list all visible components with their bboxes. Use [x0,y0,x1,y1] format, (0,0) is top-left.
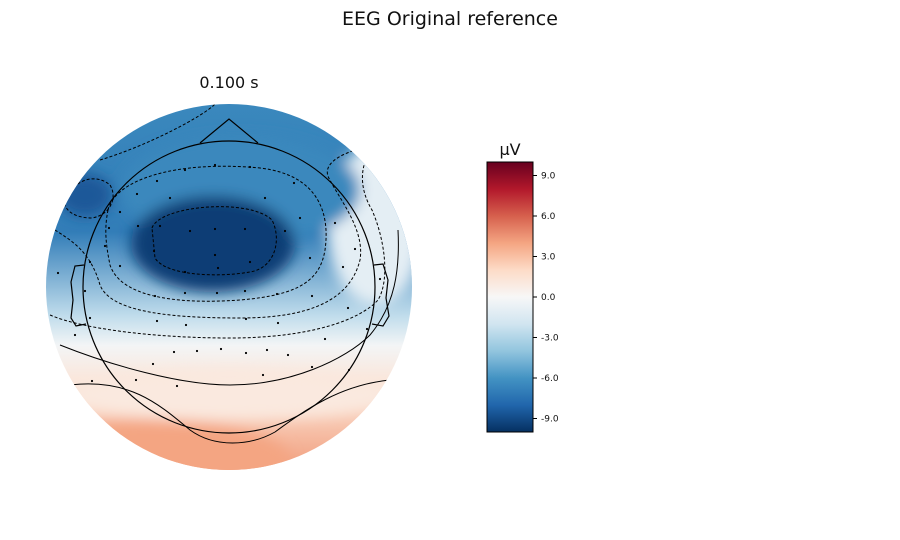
contour-line [59,229,399,386]
sensor-dot [153,294,157,298]
sensor-dot [103,244,107,248]
sensor-dot [275,292,279,296]
sensor-dot [155,319,159,323]
sensor-dot [248,165,252,169]
sensor-dot [308,256,312,260]
sensor-dot [152,249,156,253]
sensor-dot [107,226,111,230]
sensor-dot [365,327,369,331]
contour-line [99,104,216,161]
sensor-dot [136,224,140,228]
colorbar-tick-label: 0.0 [541,293,556,303]
sensor-dot [188,229,192,233]
colorbar: µV 9.0 6.0 3.0 0.0 -3.0 -6.0 -9.0 [486,140,559,433]
contour-line [64,178,114,219]
sensor-dot [168,196,172,200]
sensor-dot [213,253,217,257]
sensor-dot [213,227,217,231]
colorbar-label: µV [499,140,520,159]
colorbar-tick-label: -3.0 [541,334,559,344]
sensor-dot [265,348,269,352]
colorbar-tick-label: 9.0 [541,172,556,182]
sensor-dot [195,349,199,353]
contour-line [69,379,391,444]
sensor-dot [88,260,92,264]
sensor-dot [134,378,138,382]
colorbar-tick-label: -9.0 [541,415,559,425]
sensor-dot [333,221,337,225]
colorbar-tick-label: -6.0 [541,374,559,384]
sensor-dot [56,271,60,275]
sensor-dot [184,323,188,327]
sensor-dot [310,294,314,298]
sensor-dot [244,317,248,321]
sensor-dot [155,179,159,183]
sensor-dot [183,270,187,274]
sensor-dot [248,260,252,264]
sensor-dot [310,365,314,369]
head-circle [82,140,376,434]
contour-lines [49,104,399,444]
sensor-dot [346,306,350,310]
topomap-title: 0.100 s [199,73,259,92]
left-ear [70,264,87,327]
nose [199,118,259,144]
sensor-dot [172,350,176,354]
sensor-markers [56,163,382,388]
colorbar-tick-label: 6.0 [541,212,556,222]
sensor-dot [118,264,122,268]
colorbar-tick-label: 3.0 [541,253,556,263]
sensor-dot [183,291,187,295]
field-region-parietal [59,370,399,420]
field-region-central [131,196,295,292]
sensor-dot [292,181,296,185]
sensor-dot [243,289,247,293]
figure-title: EEG Original reference [342,8,558,30]
sensor-dot [353,247,357,251]
sensor-dot [151,362,155,366]
sensor-dot [219,347,223,351]
sensor-dot [90,379,94,383]
contour-line [151,206,277,276]
sensor-dot [286,353,290,357]
sensor-dot [276,321,280,325]
sensor-dot [378,277,382,281]
contour-line [105,165,327,302]
sensor-dot [183,168,187,172]
sensor-dot [347,368,351,372]
sensor-dot [244,351,248,355]
sensor-dot [323,337,327,341]
sensor-dot [88,316,92,320]
colorbar-ticks: 9.0 6.0 3.0 0.0 -3.0 -6.0 -9.0 [533,172,559,425]
right-ear [371,263,390,327]
contour-line [49,154,386,339]
sensor-dot [83,289,87,293]
sensor-dot [73,333,77,337]
sensor-dot [158,224,162,228]
sensor-dot [216,266,220,270]
sensor-dot [263,196,267,200]
sensor-dot [243,227,247,231]
sensor-dot [213,163,217,167]
sensor-dot [175,384,179,388]
sensor-dot [341,265,345,269]
topomap-field [46,104,412,470]
colorbar-gradient [486,161,534,433]
sensor-dot [215,291,219,295]
sensor-dot [283,229,287,233]
head-outline [70,118,390,434]
sensor-dot [135,192,139,196]
sensor-dot [298,216,302,220]
sensor-dot [261,373,265,377]
sensor-dot [118,210,122,214]
